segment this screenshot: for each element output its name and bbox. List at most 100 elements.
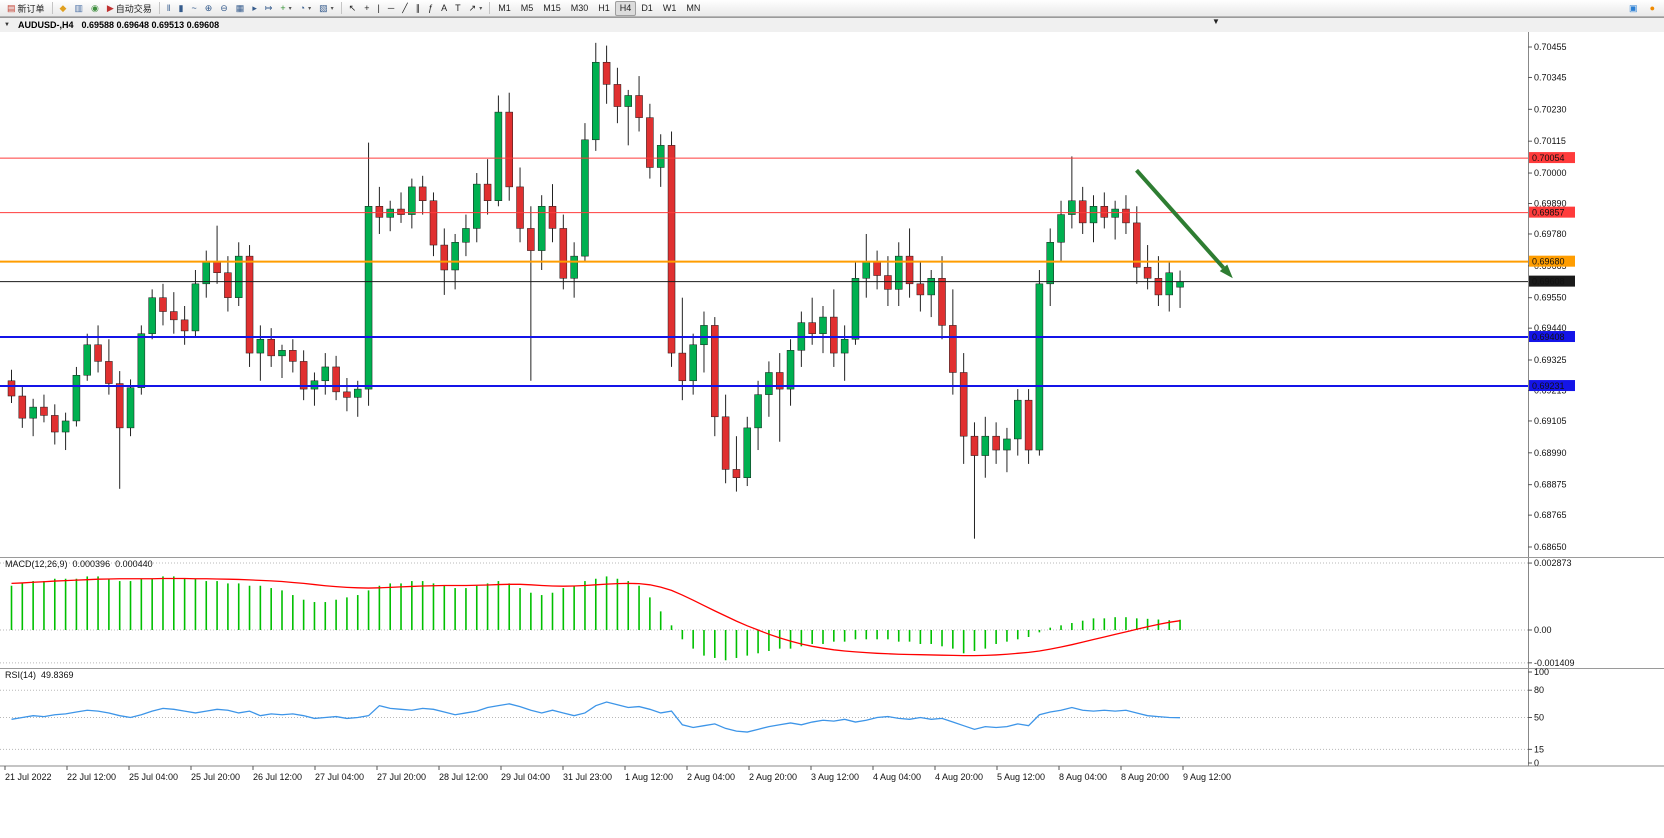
text-button[interactable]: A [437,1,451,16]
line-price-tag [1529,255,1575,267]
trendline-button[interactable]: ╱ [398,1,411,16]
toolbar-separator [158,2,160,14]
navigator-icon: ◉ [90,2,99,13]
text-label-icon: T [455,2,461,13]
price-axis-label: 0.69550 [1534,293,1567,303]
text-label-button[interactable]: T [451,1,465,16]
time-axis-label: 4 Aug 04:00 [873,772,921,782]
candlestick-chart-button[interactable]: ▮ [174,1,187,16]
crosshair-icon: + [364,2,370,13]
time-axis-label: 25 Jul 20:00 [191,772,240,782]
zoom-in-icon: ⊕ [204,2,213,13]
mql5-market-button[interactable]: ◆ [56,1,71,16]
tile-windows-button[interactable]: ▦ [232,1,249,16]
symbol-dropdown-icon[interactable]: ▼ [4,22,10,28]
zoom-out-button[interactable]: ⊖ [216,1,232,16]
time-axis-label: 2 Aug 04:00 [687,772,735,782]
fibonacci-button[interactable]: ƒ [424,1,437,16]
trend-arrow[interactable] [1135,168,1233,279]
toolbar-separator [489,2,491,14]
timeframe-mn-button[interactable]: MN [681,1,705,16]
rsi-axis-label: 50 [1534,713,1544,723]
horizontal-line-button[interactable]: ─ [384,1,398,16]
periods-button[interactable]: ◔ ▾ [296,1,315,16]
arrows-button[interactable]: ↗ ▾ [465,1,487,16]
timeframe-m15-button[interactable]: M15 [538,1,566,16]
price-axis-label: 0.70115 [1534,136,1566,146]
chart-symbol-label: AUDUSD-,H4 [17,20,74,30]
rsi-indicator-label: RSI(14) 49.8369 [5,670,74,680]
price-axis-label: 0.69325 [1534,355,1567,365]
autotrading-button[interactable]: ▶ 自动交易 [103,1,156,16]
crosshair-button[interactable]: + [360,1,373,16]
equidistant-channel-button[interactable]: ∥ [412,1,425,16]
auto-scroll-button[interactable]: ▸ [248,1,261,16]
auto-scroll-icon: ▸ [252,2,257,13]
new-order-button[interactable]: ▤ 新订单 [3,1,49,16]
notification-button[interactable]: ● [1646,1,1659,16]
navigator-button[interactable]: ◉ [87,1,103,16]
svg-text:0.69408: 0.69408 [1532,332,1565,342]
zoom-in-button[interactable]: ⊕ [201,1,217,16]
line-price-tag [1529,331,1575,343]
macd-signal-value: 0.000440 [115,559,153,569]
line-price-tag [1529,206,1575,218]
line-chart-button[interactable]: ~ [187,1,200,16]
periods-icon: ◔ [299,2,306,13]
timeframe-m1-button[interactable]: M1 [493,1,516,16]
time-axis[interactable]: 21 Jul 2022 22 Jul 12:00 25 Jul 04:00 25 Ju… [0,765,1664,782]
bar-chart-button[interactable]: ‖ [163,1,175,16]
new-order-label: 新订单 [17,3,45,14]
cursor-icon: ↖ [348,2,357,13]
macd-indicator-label: MACD(12,26,9) 0.000396 0.000440 [5,559,153,569]
price-axis-label: 0.68765 [1534,510,1567,520]
line-chart-icon: ~ [191,2,197,13]
chart-shift-marker[interactable]: ▼ [1212,17,1220,26]
chart-shift-icon: ↦ [264,2,273,13]
time-axis-label: 31 Jul 23:00 [563,772,612,782]
toolbar-right-group: ▣ ● [1625,1,1661,16]
timeframe-h4-button[interactable]: H4 [614,0,637,16]
price-axis-label: 0.69440 [1534,323,1567,333]
community-button[interactable]: ▣ [1625,1,1642,16]
svg-text:0.69608: 0.69608 [1532,277,1565,287]
price-axis-label: 0.69890 [1534,199,1567,209]
time-axis-label: 27 Jul 20:00 [377,772,426,782]
price-axis-label: 0.69780 [1534,229,1567,239]
data-window-button[interactable]: ▥ [70,1,87,16]
indicators-button[interactable]: + ▾ [276,1,295,16]
line-price-tag [1529,380,1575,392]
time-axis-label: 4 Aug 20:00 [935,772,983,782]
rsi-axis-label: 80 [1534,685,1544,695]
svg-text:0.70054: 0.70054 [1532,153,1565,163]
price-axis-label: 0.70455 [1534,42,1567,52]
macd-axis-label: -0.001409 [1534,658,1575,668]
autotrading-icon: ▶ [106,2,114,13]
rsi-axis-label: 0 [1534,758,1539,768]
cursor-button[interactable]: ↖ [345,1,361,16]
rsi-line [11,701,1181,733]
zoom-out-icon: ⊖ [220,2,228,13]
macd-axis-label: 0.00 [1534,625,1552,635]
templates-button[interactable]: ▧ ▾ [315,1,338,16]
timeframe-h1-button[interactable]: H1 [593,1,615,16]
svg-text:0.69231: 0.69231 [1532,381,1565,391]
price-axis-label: 0.70230 [1534,104,1567,114]
vertical-line-button[interactable]: | [373,1,383,16]
timeframe-m30-button[interactable]: M30 [566,1,594,16]
arrows-caret-icon: ▾ [479,5,483,12]
rsi-axis-label: 100 [1534,667,1549,677]
trendline-icon: ╱ [402,2,408,13]
community-icon: ▣ [1629,2,1638,13]
time-axis-label: 21 Jul 2022 [5,772,52,782]
time-axis-label: 22 Jul 12:00 [67,772,116,782]
time-axis-label: 1 Aug 12:00 [625,772,673,782]
templates-caret-icon: ▾ [330,5,334,12]
time-axis-label: 8 Aug 20:00 [1121,772,1169,782]
timeframe-m5-button[interactable]: M5 [516,1,539,16]
time-axis-label: 29 Jul 04:00 [501,772,550,782]
timeframe-d1-button[interactable]: D1 [636,1,658,16]
timeframe-w1-button[interactable]: W1 [658,1,682,16]
chart-shift-button[interactable]: ↦ [261,1,277,16]
